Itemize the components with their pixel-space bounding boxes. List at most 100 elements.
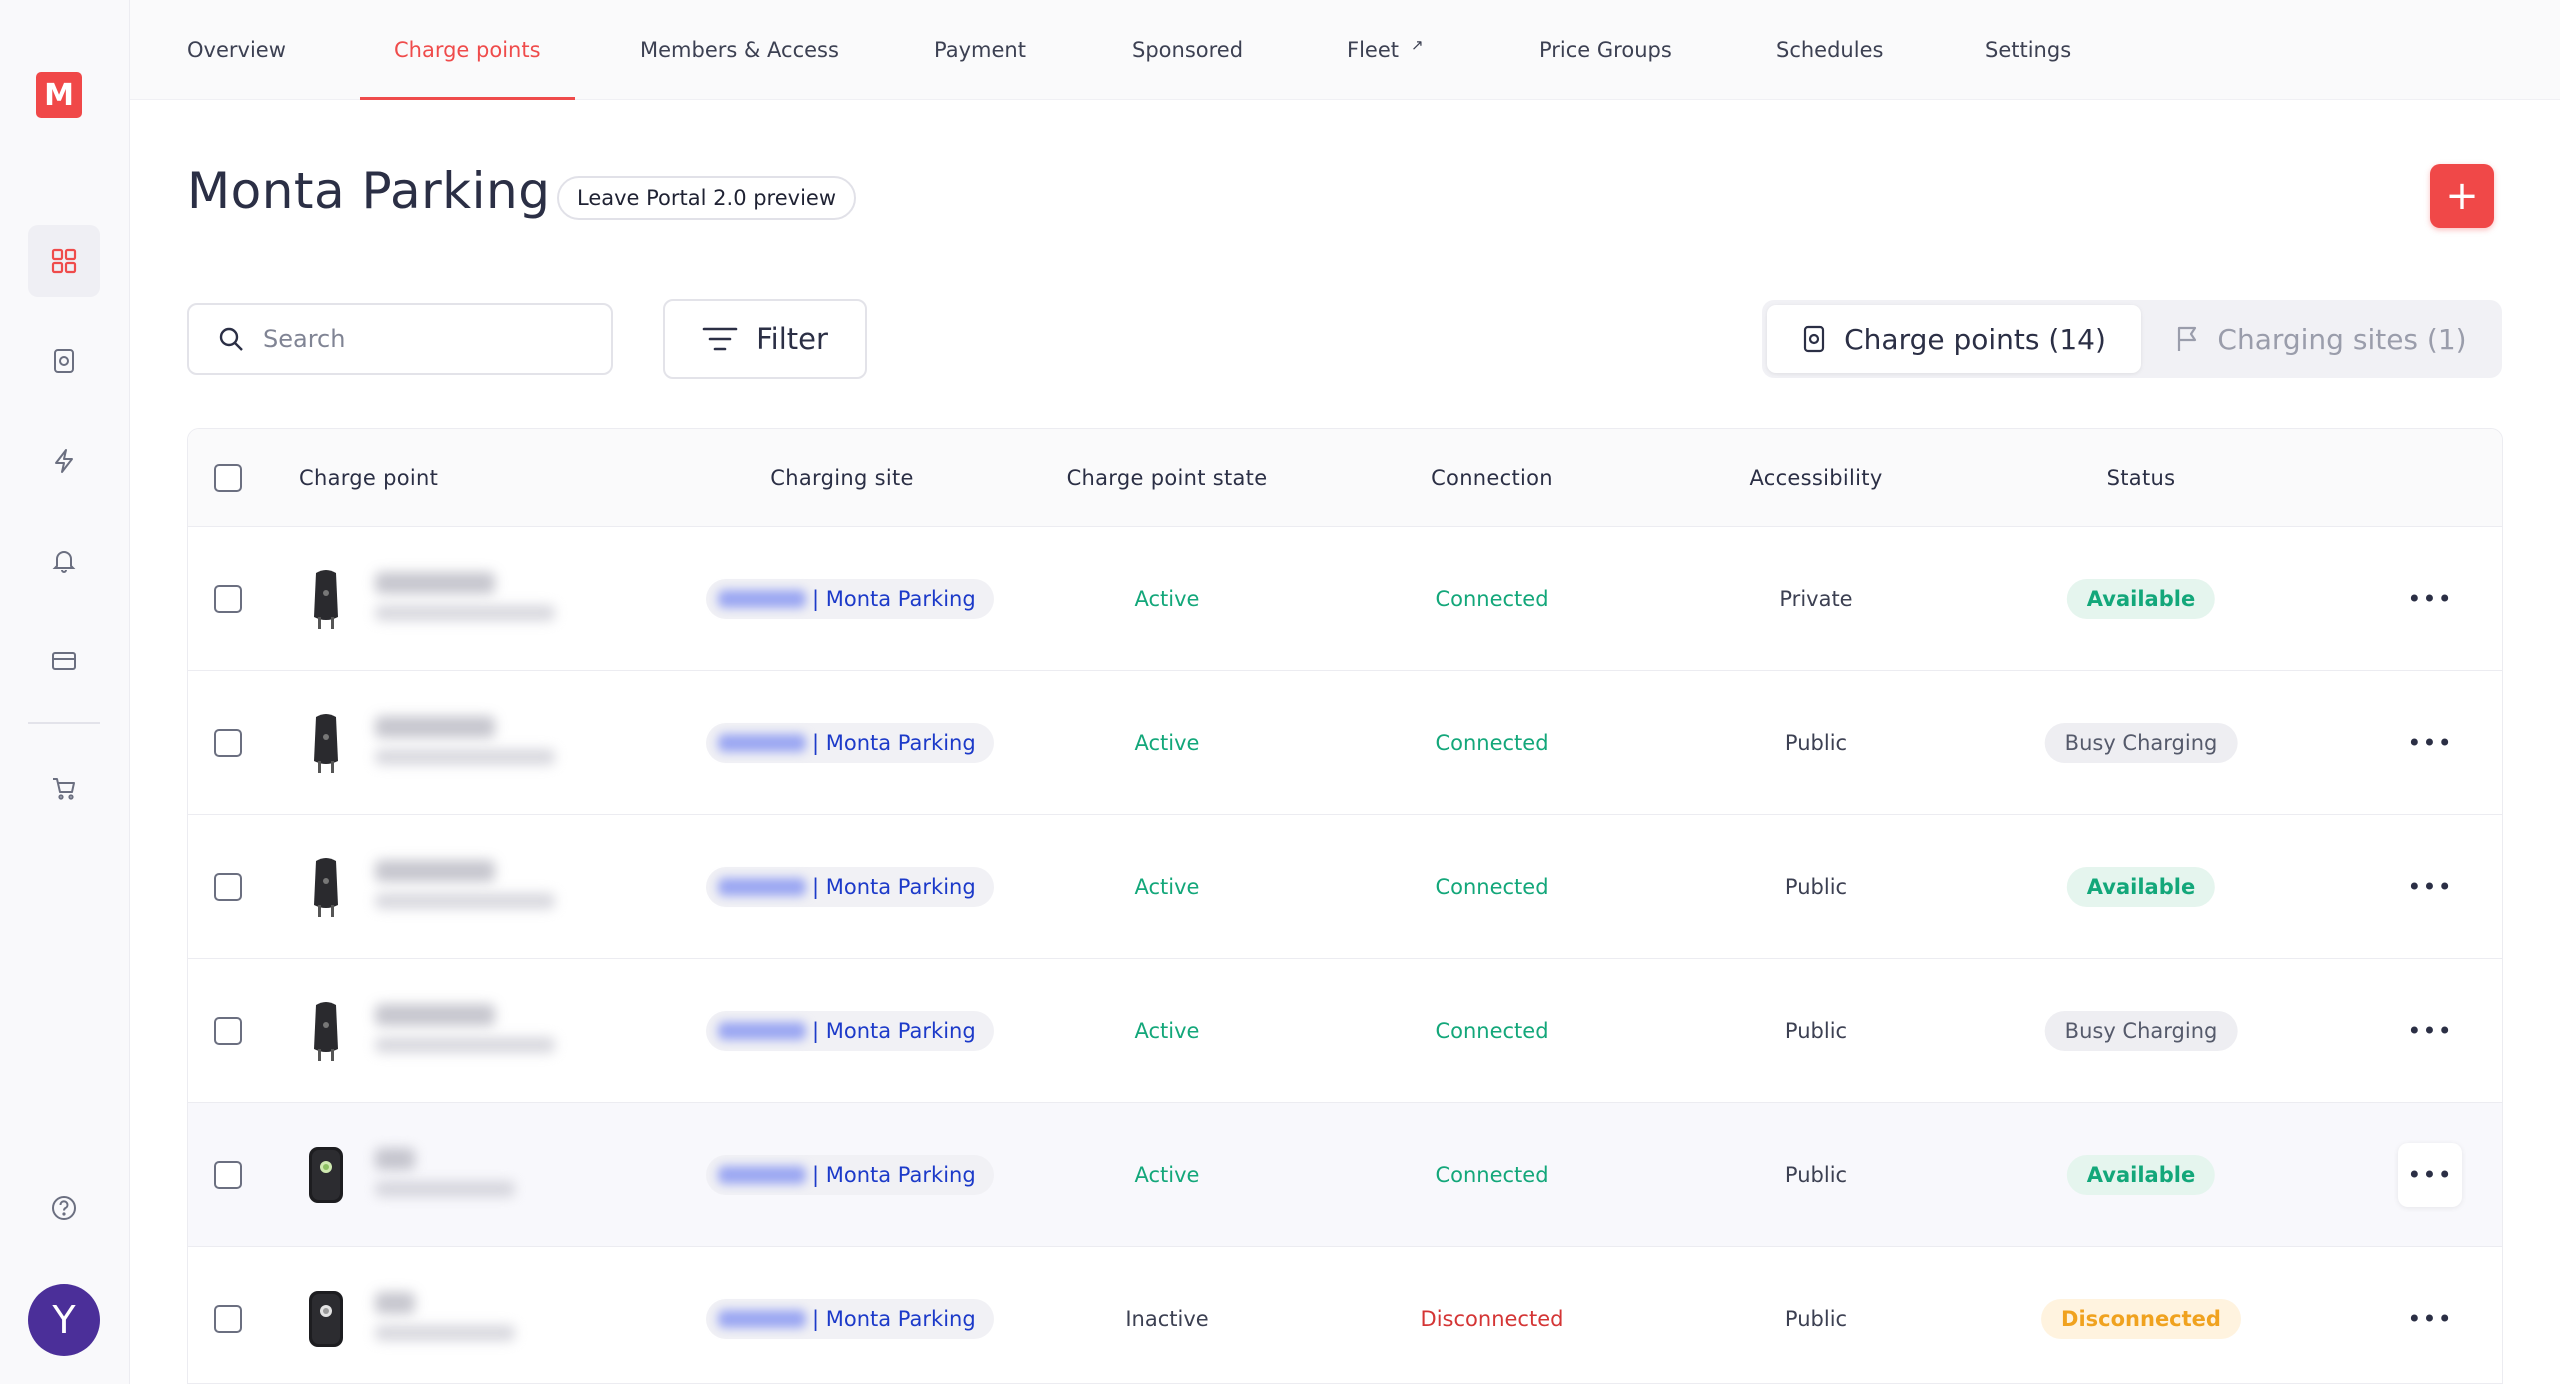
tab-payment[interactable]: Payment — [934, 38, 1026, 62]
more-options-button[interactable]: ••• — [2407, 729, 2453, 757]
charge-points-table: Charge point Charging site Charge point … — [187, 428, 2503, 1384]
charging-site-link[interactable]: | Monta Parking — [706, 723, 994, 763]
charge-point-icon[interactable] — [28, 325, 100, 397]
state-value: Inactive — [1125, 1307, 1209, 1331]
charging-site-link[interactable]: | Monta Parking — [706, 1155, 994, 1195]
charging-sites-segment[interactable]: Charging sites (1) — [2146, 305, 2496, 373]
charging-site-link[interactable]: | Monta Parking — [706, 579, 994, 619]
charge-points-segment[interactable]: Charge points (14) — [1767, 305, 2141, 373]
search-icon — [219, 327, 243, 351]
charge-point-id-redacted — [375, 1181, 515, 1197]
add-button[interactable]: + — [2430, 164, 2494, 228]
dashboard-icon[interactable] — [28, 225, 100, 297]
tab-fleet[interactable]: Fleet ↗ — [1347, 0, 1424, 100]
accessibility-value: Public — [1784, 1163, 1848, 1187]
site-label: | Monta Parking — [812, 587, 976, 611]
site-prefix-redacted — [718, 734, 806, 752]
row-checkbox[interactable] — [214, 1305, 242, 1333]
table-row[interactable]: | Monta Parking Active Connected Public … — [188, 1103, 2502, 1247]
tab-overview[interactable]: Overview — [187, 38, 286, 62]
state-value: Active — [1134, 587, 1200, 611]
external-link-icon: ↗ — [1411, 36, 1424, 54]
accessibility-value: Private — [1779, 587, 1853, 611]
row-checkbox[interactable] — [214, 729, 242, 757]
cart-icon[interactable] — [28, 752, 100, 824]
table-row[interactable]: | Monta Parking Active Connected Public … — [188, 815, 2502, 959]
row-checkbox[interactable] — [214, 1017, 242, 1045]
charge-point-id-redacted — [375, 1325, 515, 1341]
lightning-icon[interactable] — [28, 425, 100, 497]
tab-charge-points[interactable]: Charge points — [360, 0, 574, 100]
charging-site-link[interactable]: | Monta Parking — [706, 1011, 994, 1051]
table-row[interactable]: | Monta Parking Active Connected Private… — [188, 527, 2502, 671]
status-badge: Disconnected — [2041, 1299, 2241, 1339]
row-checkbox[interactable] — [214, 585, 242, 613]
charger-thumbnail — [314, 714, 338, 773]
table-header: Charge point Charging site Charge point … — [188, 429, 2502, 527]
charge-point-name-redacted — [375, 1148, 415, 1170]
tab-price-groups[interactable]: Price Groups — [1539, 38, 1672, 62]
col-charge-point-state[interactable]: Charge point state — [1066, 466, 1268, 490]
col-status[interactable]: Status — [2106, 466, 2176, 490]
col-accessibility[interactable]: Accessibility — [1749, 466, 1883, 490]
connection-value: Disconnected — [1420, 1307, 1564, 1331]
charge-point-id-redacted — [375, 893, 555, 909]
connection-value: Connected — [1435, 1163, 1549, 1187]
leave-preview-button[interactable]: Leave Portal 2.0 preview — [557, 176, 857, 220]
tab-members-access[interactable]: Members & Access — [640, 38, 839, 62]
top-nav: Overview Charge points Members & Access … — [130, 0, 2560, 100]
site-prefix-redacted — [718, 590, 806, 608]
col-connection[interactable]: Connection — [1431, 466, 1553, 490]
charger-thumbnail — [309, 1147, 343, 1203]
table-row[interactable]: | Monta Parking Inactive Disconnected Pu… — [188, 1247, 2502, 1383]
status-badge: Available — [2066, 867, 2216, 907]
tab-fleet-label: Fleet — [1347, 38, 1399, 62]
accessibility-value: Public — [1784, 1019, 1848, 1043]
charging-site-link[interactable]: | Monta Parking — [706, 1299, 994, 1339]
charge-point-id-redacted — [375, 749, 555, 765]
accessibility-value: Public — [1784, 1307, 1848, 1331]
view-toggle: Charge points (14) Charging sites (1) — [1762, 300, 2502, 378]
site-label: | Monta Parking — [812, 1307, 976, 1331]
charging-site-link[interactable]: | Monta Parking — [706, 867, 994, 907]
table-row[interactable]: | Monta Parking Active Connected Public … — [188, 959, 2502, 1103]
search-input[interactable] — [263, 325, 583, 353]
charge-point-name-redacted — [375, 1292, 415, 1314]
filter-icon — [702, 327, 738, 351]
select-all-checkbox[interactable] — [214, 464, 242, 492]
site-prefix-redacted — [718, 878, 806, 896]
charger-thumbnail — [309, 1291, 343, 1347]
more-options-button[interactable]: ••• — [2407, 1017, 2453, 1045]
charge-point-id-redacted — [375, 605, 555, 621]
col-charging-site[interactable]: Charging site — [770, 466, 914, 490]
site-label: | Monta Parking — [812, 731, 976, 755]
tab-schedules[interactable]: Schedules — [1776, 38, 1884, 62]
table-row[interactable]: | Monta Parking Active Connected Public … — [188, 671, 2502, 815]
row-checkbox[interactable] — [214, 1161, 242, 1189]
status-badge: Available — [2066, 1155, 2216, 1195]
monta-logo[interactable]: M — [36, 72, 82, 118]
tab-settings[interactable]: Settings — [1985, 38, 2072, 62]
sidebar: M Y — [0, 0, 130, 1384]
site-label: | Monta Parking — [812, 1019, 976, 1043]
card-icon[interactable] — [28, 625, 100, 697]
help-icon[interactable] — [28, 1172, 100, 1244]
more-options-button[interactable]: ••• — [2407, 585, 2453, 613]
row-checkbox[interactable] — [214, 873, 242, 901]
state-value: Active — [1134, 1163, 1200, 1187]
state-value: Active — [1134, 875, 1200, 899]
col-charge-point[interactable]: Charge point — [299, 466, 439, 490]
search-box[interactable] — [187, 303, 613, 375]
more-options-button[interactable]: ••• — [2407, 1305, 2453, 1333]
more-options-button[interactable]: ••• — [2398, 1143, 2462, 1207]
status-badge: Busy Charging — [2044, 723, 2238, 763]
status-badge: Busy Charging — [2044, 1011, 2238, 1051]
accessibility-value: Public — [1784, 731, 1848, 755]
accessibility-value: Public — [1784, 875, 1848, 899]
filter-button[interactable]: Filter — [663, 299, 867, 379]
bell-icon[interactable] — [28, 525, 100, 597]
user-avatar[interactable]: Y — [28, 1284, 100, 1356]
more-options-button[interactable]: ••• — [2407, 873, 2453, 901]
tab-sponsored[interactable]: Sponsored — [1132, 38, 1244, 62]
state-value: Active — [1134, 731, 1200, 755]
